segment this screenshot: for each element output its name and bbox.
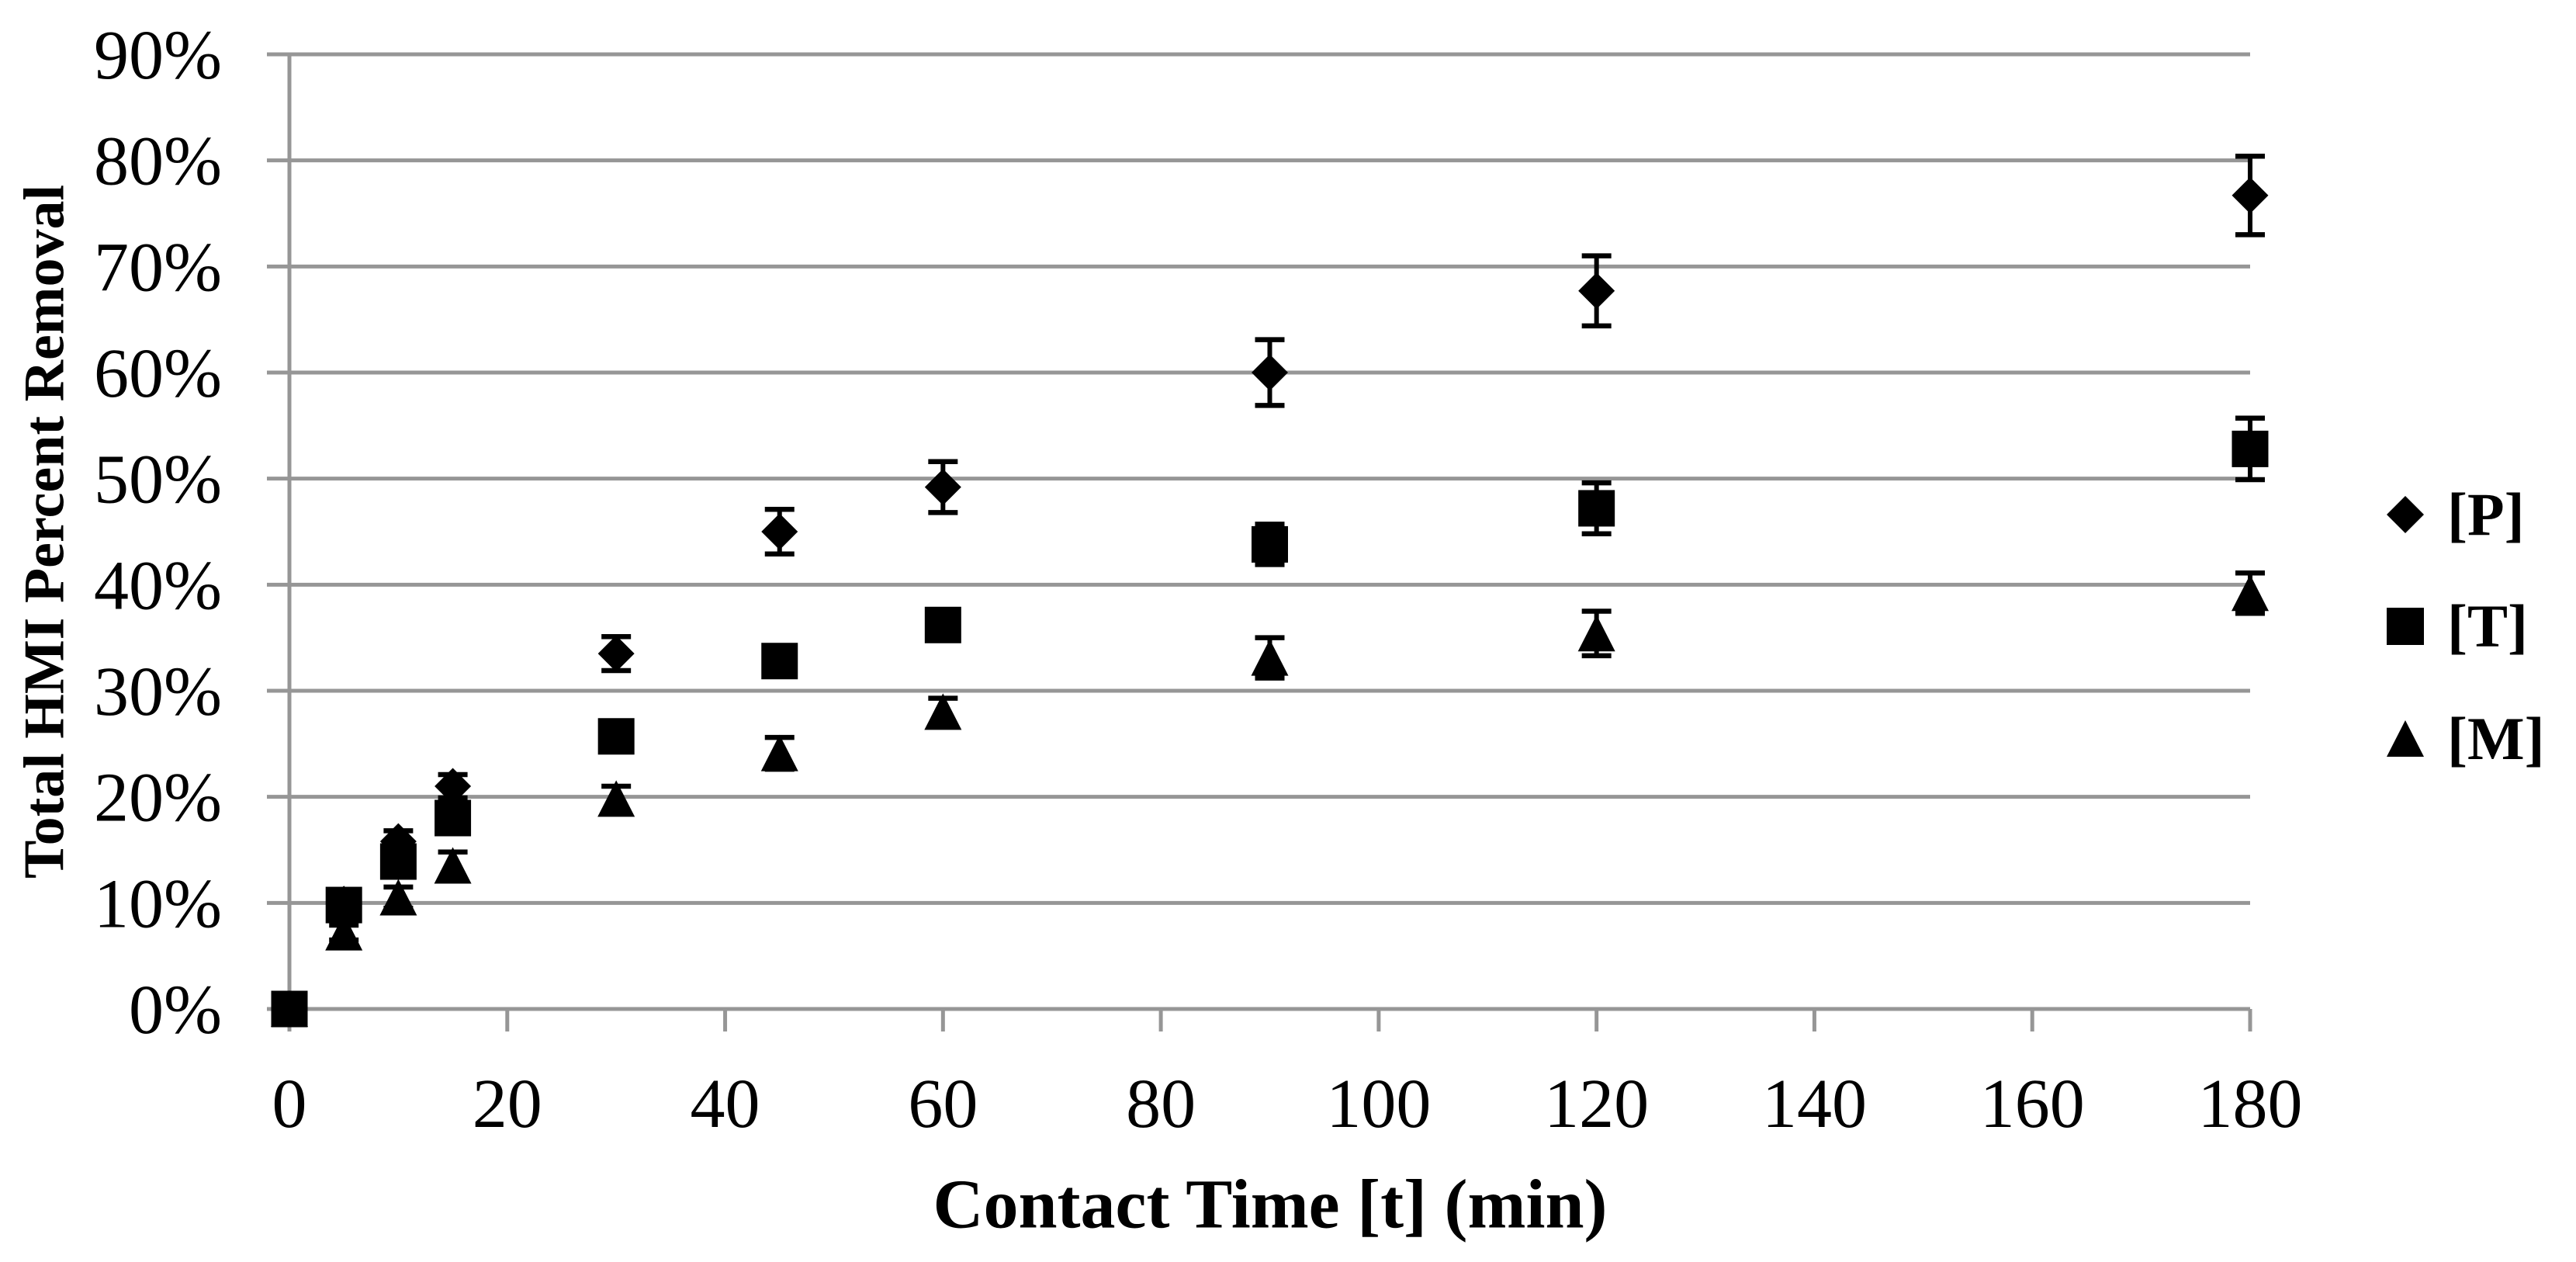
diamond-icon (2387, 496, 2424, 533)
point-P-45min (761, 513, 798, 550)
point-T-60min (924, 606, 961, 643)
point-T-15min (435, 799, 472, 837)
point-M-120min (1577, 615, 1615, 652)
point-M-90min (1251, 639, 1289, 676)
point-M-15min (434, 847, 472, 884)
legend-marker-T (2387, 608, 2424, 645)
y-tick-label-10pct: 10% (94, 865, 222, 942)
point-P-180min (2231, 177, 2269, 214)
point-M-60min (924, 693, 962, 730)
legend-label-P: [P] (2447, 480, 2525, 548)
point-T-45min (761, 643, 798, 680)
point-T-10min (379, 843, 417, 880)
legend-item-P: [P] (2384, 480, 2525, 550)
y-tick-label-90pct: 90% (94, 17, 222, 94)
y-tick-label-0pct: 0% (129, 972, 222, 1049)
legend-label-T: [T] (2447, 592, 2528, 660)
legend-label-M: [M] (2447, 705, 2545, 772)
x-axis-title: Contact Time [t] (min) (933, 1166, 1608, 1243)
x-tick-label-40: 40 (691, 1066, 760, 1142)
point-M-30min (597, 780, 635, 817)
x-tick-label-100: 100 (1326, 1066, 1431, 1142)
x-tick-label-20: 20 (473, 1066, 542, 1142)
point-M-45min (760, 734, 798, 771)
square-icon (2387, 608, 2424, 645)
x-tick-label-160: 160 (1980, 1066, 2085, 1142)
y-tick-label-40pct: 40% (94, 547, 222, 624)
y-axis-title: Total HMI Percent Removal (12, 185, 77, 879)
legend: [P] [T] [M] (2384, 0, 2576, 1262)
y-tick-label-80pct: 80% (94, 123, 222, 200)
point-M-10min (379, 879, 417, 916)
x-tick-label-140: 140 (1762, 1066, 1867, 1142)
legend-marker-M (2387, 720, 2424, 758)
point-P-120min (1578, 272, 1615, 310)
x-tick-label-60: 60 (908, 1066, 978, 1142)
y-tick-label-70pct: 70% (94, 229, 222, 306)
x-tick-label-80: 80 (1126, 1066, 1196, 1142)
point-P-60min (924, 469, 961, 506)
legend-item-M: [M] (2384, 704, 2545, 774)
triangle-icon (2387, 720, 2424, 758)
y-tick-label-50pct: 50% (94, 442, 222, 518)
point-T-30min (597, 718, 635, 755)
x-tick-label-0: 0 (272, 1066, 307, 1142)
point-M-5min (325, 914, 363, 951)
legend-marker-P (2387, 496, 2424, 533)
y-tick-label-30pct: 30% (94, 654, 222, 730)
x-tick-label-120: 120 (1544, 1066, 1649, 1142)
point-P-30min (597, 635, 635, 672)
point-P-90min (1252, 354, 1288, 391)
point-T-90min (1252, 525, 1288, 563)
y-tick-label-60pct: 60% (94, 335, 222, 412)
y-tick-label-20pct: 20% (94, 760, 222, 837)
x-tick-label-180: 180 (2198, 1066, 2303, 1142)
point-P-15min (435, 768, 472, 805)
point-T-120min (1578, 490, 1615, 527)
point-M-180min (2231, 574, 2269, 612)
point-T-180min (2231, 430, 2269, 467)
point-M-0min (271, 990, 308, 1027)
legend-item-T: [T] (2384, 591, 2528, 661)
